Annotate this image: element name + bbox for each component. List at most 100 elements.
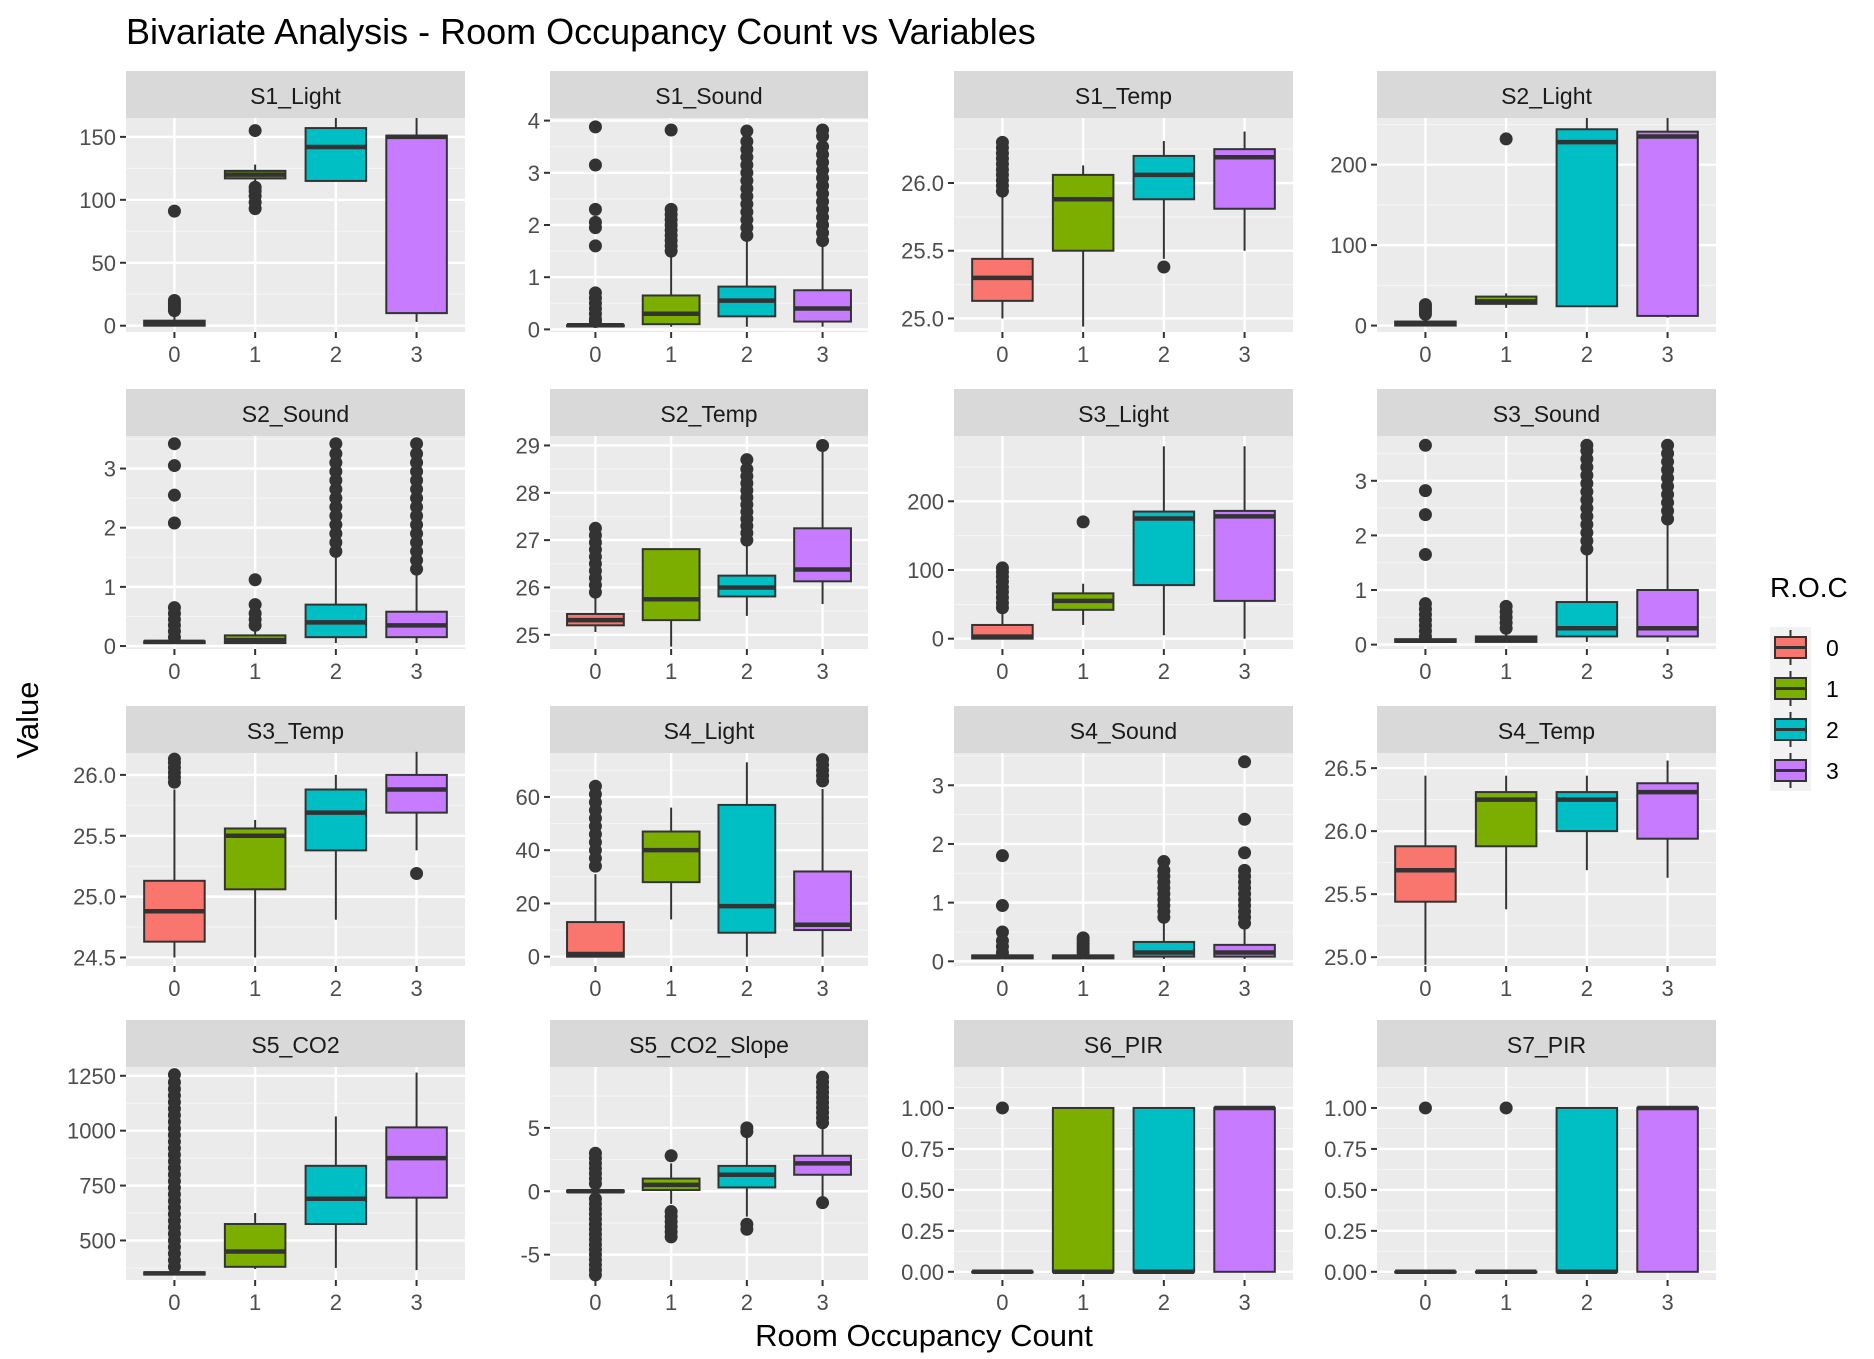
facet-panel: S5_CO2 500 750 1000 1250 0 1 2 3 xyxy=(67,1020,465,1315)
box xyxy=(304,1164,368,1226)
y-tick-label: 29 xyxy=(516,433,540,458)
facet-panel: S6_PIR 0.00 0.25 0.50 0.75 1.00 0 1 2 3 xyxy=(901,1020,1293,1315)
outlier-point xyxy=(167,752,181,766)
y-axis-label: Value xyxy=(10,682,45,759)
x-tick-label: 2 xyxy=(741,342,753,367)
outlier-point xyxy=(1499,1101,1513,1115)
box-category-0 xyxy=(566,779,625,958)
y-tick-label: 200 xyxy=(907,489,944,514)
y-tick-label: 3 xyxy=(1355,469,1367,494)
x-tick-label: 0 xyxy=(996,1290,1008,1315)
y-tick-label: 0.50 xyxy=(1324,1178,1367,1203)
facet-label: S5_CO2_Slope xyxy=(629,1032,789,1058)
outlier-point xyxy=(740,1222,754,1236)
box-category-1 xyxy=(641,1149,701,1244)
y-tick-label: 2 xyxy=(932,832,944,857)
box xyxy=(304,788,368,852)
facet-label: S1_Sound xyxy=(655,83,762,109)
box xyxy=(1555,1106,1619,1273)
facet-strip xyxy=(954,389,1293,436)
outlier-point xyxy=(740,1121,754,1135)
outlier-point xyxy=(588,215,602,229)
box-category-2 xyxy=(304,118,368,182)
x-tick-label: 1 xyxy=(1077,659,1089,684)
y-tick-label: 50 xyxy=(92,251,116,276)
y-tick-label: 0 xyxy=(932,627,944,652)
outlier-point xyxy=(588,202,602,216)
box xyxy=(1213,1106,1276,1273)
box-category-1 xyxy=(223,124,287,216)
box-category-2 xyxy=(304,437,368,644)
x-tick-label: 2 xyxy=(1581,659,1593,684)
y-tick-label: 60 xyxy=(516,785,540,810)
outlier-point xyxy=(588,286,602,300)
y-tick-label: 5 xyxy=(528,1116,540,1141)
x-tick-label: 1 xyxy=(665,976,677,1001)
box xyxy=(304,127,368,182)
box xyxy=(223,827,287,891)
y-tick-label: 1 xyxy=(104,575,116,600)
box-category-3 xyxy=(1213,131,1276,251)
box-category-1 xyxy=(1474,132,1538,308)
y-tick-label: 0 xyxy=(528,945,540,970)
box-category-3 xyxy=(1213,1105,1276,1273)
box-category-0 xyxy=(971,849,1034,960)
box-category-0 xyxy=(971,135,1034,319)
x-tick-label: 3 xyxy=(1661,659,1673,684)
facet-label: S4_Light xyxy=(664,718,755,744)
y-tick-label: 3 xyxy=(528,161,540,186)
outlier-point xyxy=(995,925,1009,939)
outlier-point xyxy=(740,462,754,476)
outlier-point xyxy=(588,120,602,134)
outlier-point xyxy=(995,899,1009,913)
facet-strip xyxy=(550,389,868,436)
outlier-point xyxy=(329,437,343,451)
box xyxy=(223,1223,287,1268)
y-tick-label: 3 xyxy=(104,457,116,482)
box xyxy=(1213,509,1276,602)
outlier-point xyxy=(1238,863,1252,877)
plot-panel xyxy=(954,753,1293,966)
facet-strip xyxy=(1377,71,1716,118)
facet-strip xyxy=(126,389,465,436)
x-tick-label: 0 xyxy=(1419,1290,1431,1315)
y-tick-label: 2 xyxy=(1355,523,1367,548)
box-category-0 xyxy=(1394,775,1457,965)
x-tick-label: 3 xyxy=(1661,976,1673,1001)
facet-strip xyxy=(954,71,1293,118)
box xyxy=(1132,1106,1196,1273)
y-tick-label: 26 xyxy=(516,575,540,600)
y-tick-label: 1 xyxy=(528,265,540,290)
box-category-1 xyxy=(1474,599,1538,643)
x-tick-label: 0 xyxy=(996,976,1008,1001)
outlier-point xyxy=(1418,438,1432,452)
facet-panel: S1_Temp 25.0 25.5 26.0 0 1 2 3 xyxy=(901,71,1293,367)
outlier-point xyxy=(1661,438,1675,452)
x-tick-label: 1 xyxy=(665,342,677,367)
box-category-2 xyxy=(1132,141,1196,274)
box xyxy=(385,1126,448,1199)
legend-item-label: 0 xyxy=(1826,635,1839,661)
outlier-point xyxy=(816,123,830,137)
outlier-point xyxy=(1418,548,1432,562)
y-tick-label: 100 xyxy=(79,188,116,213)
y-tick-label: 27 xyxy=(516,528,540,553)
y-tick-label: 25 xyxy=(516,623,540,648)
box-category-1 xyxy=(223,819,287,958)
legend-item: 0 xyxy=(1770,627,1839,668)
outlier-point xyxy=(248,573,262,587)
box-category-0 xyxy=(1394,438,1457,644)
box-category-2 xyxy=(1555,775,1619,871)
y-tick-label: 24.5 xyxy=(73,945,116,970)
y-tick-label: 1 xyxy=(932,891,944,916)
box-category-3 xyxy=(793,123,852,327)
y-tick-label: 1.00 xyxy=(901,1096,944,1121)
outlier-point xyxy=(1076,515,1090,529)
box-category-3 xyxy=(1636,1105,1699,1273)
box-category-3 xyxy=(793,1070,852,1210)
box-category-0 xyxy=(143,437,206,645)
y-tick-label: 28 xyxy=(516,481,540,506)
y-tick-label: 0.00 xyxy=(901,1260,944,1285)
